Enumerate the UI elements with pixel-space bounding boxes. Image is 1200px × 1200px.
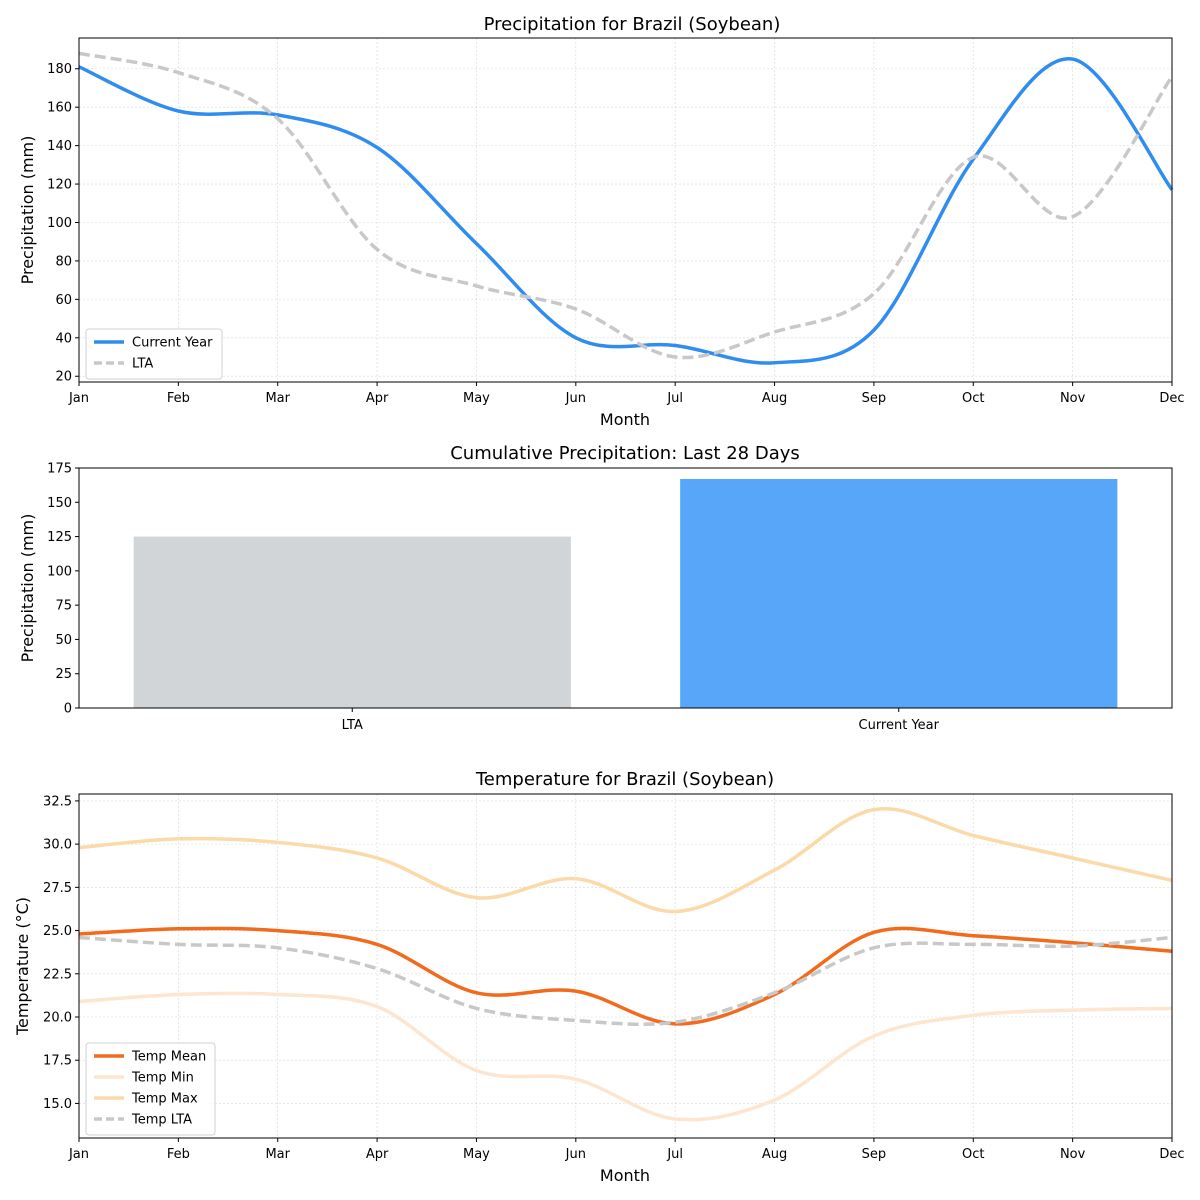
bar-lta [133, 536, 571, 708]
y-tick-label: 120 [47, 178, 72, 193]
y-tick-label: 30.0 [43, 838, 72, 853]
y-tick-label: 60 [55, 293, 72, 308]
series-layer [78, 806, 1173, 1122]
legend: Current Year LTA [85, 328, 223, 380]
x-tick-label: Dec [1159, 391, 1184, 406]
y-tick-label: 125 [47, 530, 72, 545]
legend-label: LTA [132, 357, 153, 372]
x-tick-label: Aug [762, 1147, 787, 1162]
series-line-current-year [78, 57, 1174, 365]
series-line-lta [78, 51, 1174, 360]
x-tick-label: Jun [565, 1147, 586, 1162]
x-tick-label: Nov [1060, 391, 1086, 406]
legend-box [85, 1042, 216, 1136]
y-tick-label: 75 [55, 599, 72, 614]
x-tick-label: Jan [68, 1147, 89, 1162]
legend-label: Temp Mean [131, 1050, 206, 1065]
x-tick-label: Apr [366, 1147, 389, 1162]
y-tick-label: 80 [55, 254, 72, 269]
y-tick-label: 17.5 [43, 1054, 72, 1069]
plot-frame [78, 467, 1173, 709]
y-tick-label: 0 [64, 702, 72, 717]
x-tick-label: Jun [565, 391, 586, 406]
plot-frame [78, 793, 1173, 1139]
x-tick-label: Sep [862, 391, 887, 406]
x-tick-label: Apr [366, 391, 389, 406]
y-tick-label: 22.5 [43, 967, 72, 982]
x-tick-label: LTA [342, 718, 363, 733]
x-tick-label: Jul [666, 1147, 683, 1162]
y-tick-label: 100 [47, 216, 72, 231]
y-tick-label: 27.5 [43, 881, 72, 896]
y-axis-ticks: 0 25 50 75 100 125 150 175 [47, 462, 79, 717]
x-tick-label: Jul [666, 391, 683, 406]
cumulative-bar-chart: Cumulative Precipitation: Last 28 Days 0… [18, 443, 1173, 733]
y-tick-label: 20.0 [43, 1010, 72, 1025]
legend-label: Temp LTA [131, 1113, 192, 1128]
y-axis-ticks: 20 40 60 80 100 120 140 160 180 [47, 62, 79, 385]
grid [78, 794, 1173, 1138]
temperature-line-chart: Temperature for Brazil (Soybean) 15.0 17.… [13, 769, 1185, 1185]
x-axis-label: Month [600, 410, 650, 429]
x-axis-ticks: Jan Feb Mar Apr May Jun Jul Aug Sep Oct Nov Dec [68, 1138, 1185, 1162]
x-tick-label: Oct [962, 1147, 984, 1162]
x-tick-label: May [463, 391, 490, 406]
x-tick-label: Feb [167, 1147, 190, 1162]
series-line-temp-lta [78, 935, 1173, 1027]
y-tick-label: 32.5 [43, 794, 72, 809]
chart-title: Cumulative Precipitation: Last 28 Days [450, 443, 800, 464]
y-axis-label: Temperature (°C) [13, 897, 32, 1036]
x-tick-label: May [463, 1147, 490, 1162]
legend-label: Temp Max [131, 1092, 198, 1107]
plot-frame [78, 37, 1173, 383]
x-tick-label: Sep [862, 1147, 887, 1162]
y-tick-label: 20 [55, 370, 72, 385]
x-tick-label: Oct [962, 391, 984, 406]
legend-label: Temp Min [131, 1071, 194, 1086]
y-tick-label: 15.0 [43, 1097, 72, 1112]
chart-title: Temperature for Brazil (Soybean) [475, 769, 774, 790]
chart-title: Precipitation for Brazil (Soybean) [484, 14, 781, 35]
x-tick-label: Current Year [859, 718, 940, 733]
y-axis-ticks: 15.0 17.5 20.0 22.5 25.0 27.5 30.0 32.5 [43, 794, 79, 1112]
grid [78, 38, 1173, 382]
x-tick-label: Nov [1060, 1147, 1086, 1162]
legend-label: Current Year [132, 336, 213, 351]
series-layer [78, 51, 1174, 365]
precipitation-line-chart: Precipitation for Brazil (Soybean) 20 40 6… [18, 14, 1185, 429]
x-tick-label: Mar [265, 391, 290, 406]
series-line-temp-max [78, 806, 1173, 914]
y-tick-label: 140 [47, 139, 72, 154]
y-axis-label: Precipitation (mm) [18, 514, 37, 663]
y-tick-label: 25.0 [43, 924, 72, 939]
y-tick-label: 100 [47, 564, 72, 579]
x-tick-label: Aug [762, 391, 787, 406]
y-tick-label: 175 [47, 462, 72, 477]
x-tick-label: Dec [1159, 1147, 1184, 1162]
y-tick-label: 50 [55, 633, 72, 648]
y-tick-label: 40 [55, 331, 72, 346]
x-axis-ticks: LTA Current Year [342, 708, 940, 733]
x-tick-label: Feb [167, 391, 190, 406]
x-tick-label: Jan [68, 391, 89, 406]
y-tick-label: 180 [47, 62, 72, 77]
bars-layer [133, 478, 1118, 708]
x-axis-label: Month [600, 1166, 650, 1185]
x-tick-label: Mar [265, 1147, 290, 1162]
y-tick-label: 25 [55, 667, 72, 682]
legend: Temp Mean Temp Min Temp Max Temp LTA [85, 1042, 216, 1136]
series-line-temp-mean [78, 926, 1173, 1026]
y-tick-label: 160 [47, 101, 72, 116]
x-axis-ticks: Jan Feb Mar Apr May Jun Jul Aug Sep Oct Nov Dec [68, 382, 1185, 406]
bar-current-year [680, 478, 1118, 708]
y-axis-label: Precipitation (mm) [18, 136, 37, 285]
series-line-temp-min [78, 991, 1173, 1122]
y-tick-label: 150 [47, 496, 72, 511]
